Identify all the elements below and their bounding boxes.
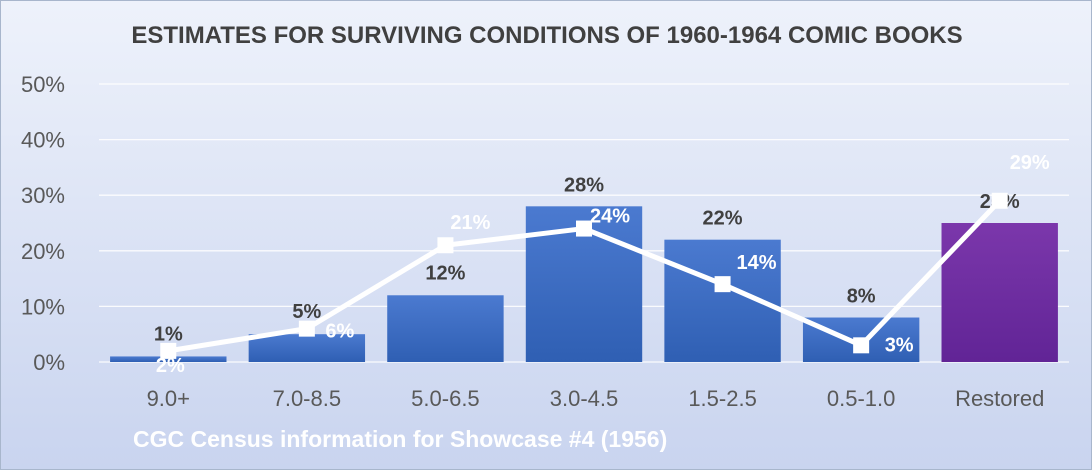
bar-data-label: 22%: [703, 208, 743, 230]
bar-mark: [387, 295, 504, 362]
x-axis-labels: 9.0+ 7.0-8.5 5.0-6.5 3.0-4.5 1.5-2.5 0.5-1.0 R…: [147, 386, 1045, 411]
bar-mark: [941, 223, 1058, 362]
x-axis-tick-label: 9.0+: [147, 386, 190, 411]
x-axis-tick-label: Restored: [955, 386, 1044, 411]
line-point-marker: [991, 192, 1008, 209]
bar-data-label: 1%: [154, 323, 183, 345]
line-point-marker: [853, 337, 870, 354]
line-point-marker: [437, 237, 454, 254]
bar-data-label: 12%: [425, 262, 465, 284]
line-point-marker: [160, 342, 177, 359]
line-markers: [160, 192, 1008, 359]
bar-mark: [110, 356, 227, 362]
chart-title: ESTIMATES FOR SURVIVING CONDITIONS OF 19…: [131, 22, 962, 49]
line-data-label: 21%: [450, 212, 490, 234]
x-axis-tick-label: 0.5-1.0: [827, 386, 896, 411]
bar-data-label: 8%: [847, 286, 876, 308]
y-axis-tick-label: 40%: [21, 128, 65, 153]
line-data-label: 29%: [1010, 152, 1050, 174]
line-data-label: 6%: [325, 321, 354, 343]
line-data-label: 3%: [885, 334, 914, 356]
line-point-marker: [576, 220, 592, 237]
y-axis-tick-label: 50%: [21, 72, 65, 97]
y-axis-tick-label: 30%: [21, 183, 65, 208]
bar-labels: 1%5%12%28%22%8%25%: [154, 174, 1020, 345]
x-axis-tick-label: 3.0-4.5: [550, 386, 619, 411]
line-labels: 2% 6% 21% 24% 14% 3% 29%: [156, 152, 1050, 377]
line-data-label: 2%: [156, 355, 185, 377]
x-axis-tick-label: 1.5-2.5: [688, 386, 757, 411]
chart-subtitle: CGC Census information for Showcase #4 (…: [133, 426, 667, 452]
y-axis-tick-label: 10%: [21, 294, 65, 319]
line-point-marker: [298, 320, 315, 337]
bar-data-label: 5%: [292, 301, 321, 323]
y-axis-tick-label: 0%: [33, 350, 65, 375]
line-data-label: 14%: [737, 252, 777, 274]
y-axis-tick-label: 20%: [21, 239, 65, 264]
line-data-label: 24%: [590, 206, 630, 228]
bar-mark: [248, 334, 366, 362]
bar-data-label: 28%: [564, 174, 604, 196]
line-point-marker: [714, 276, 731, 293]
y-axis-labels: 0% 10% 20% 30% 40% 50%: [21, 72, 65, 375]
x-axis-tick-label: 7.0-8.5: [273, 386, 342, 411]
x-axis-tick-label: 5.0-6.5: [411, 386, 480, 411]
